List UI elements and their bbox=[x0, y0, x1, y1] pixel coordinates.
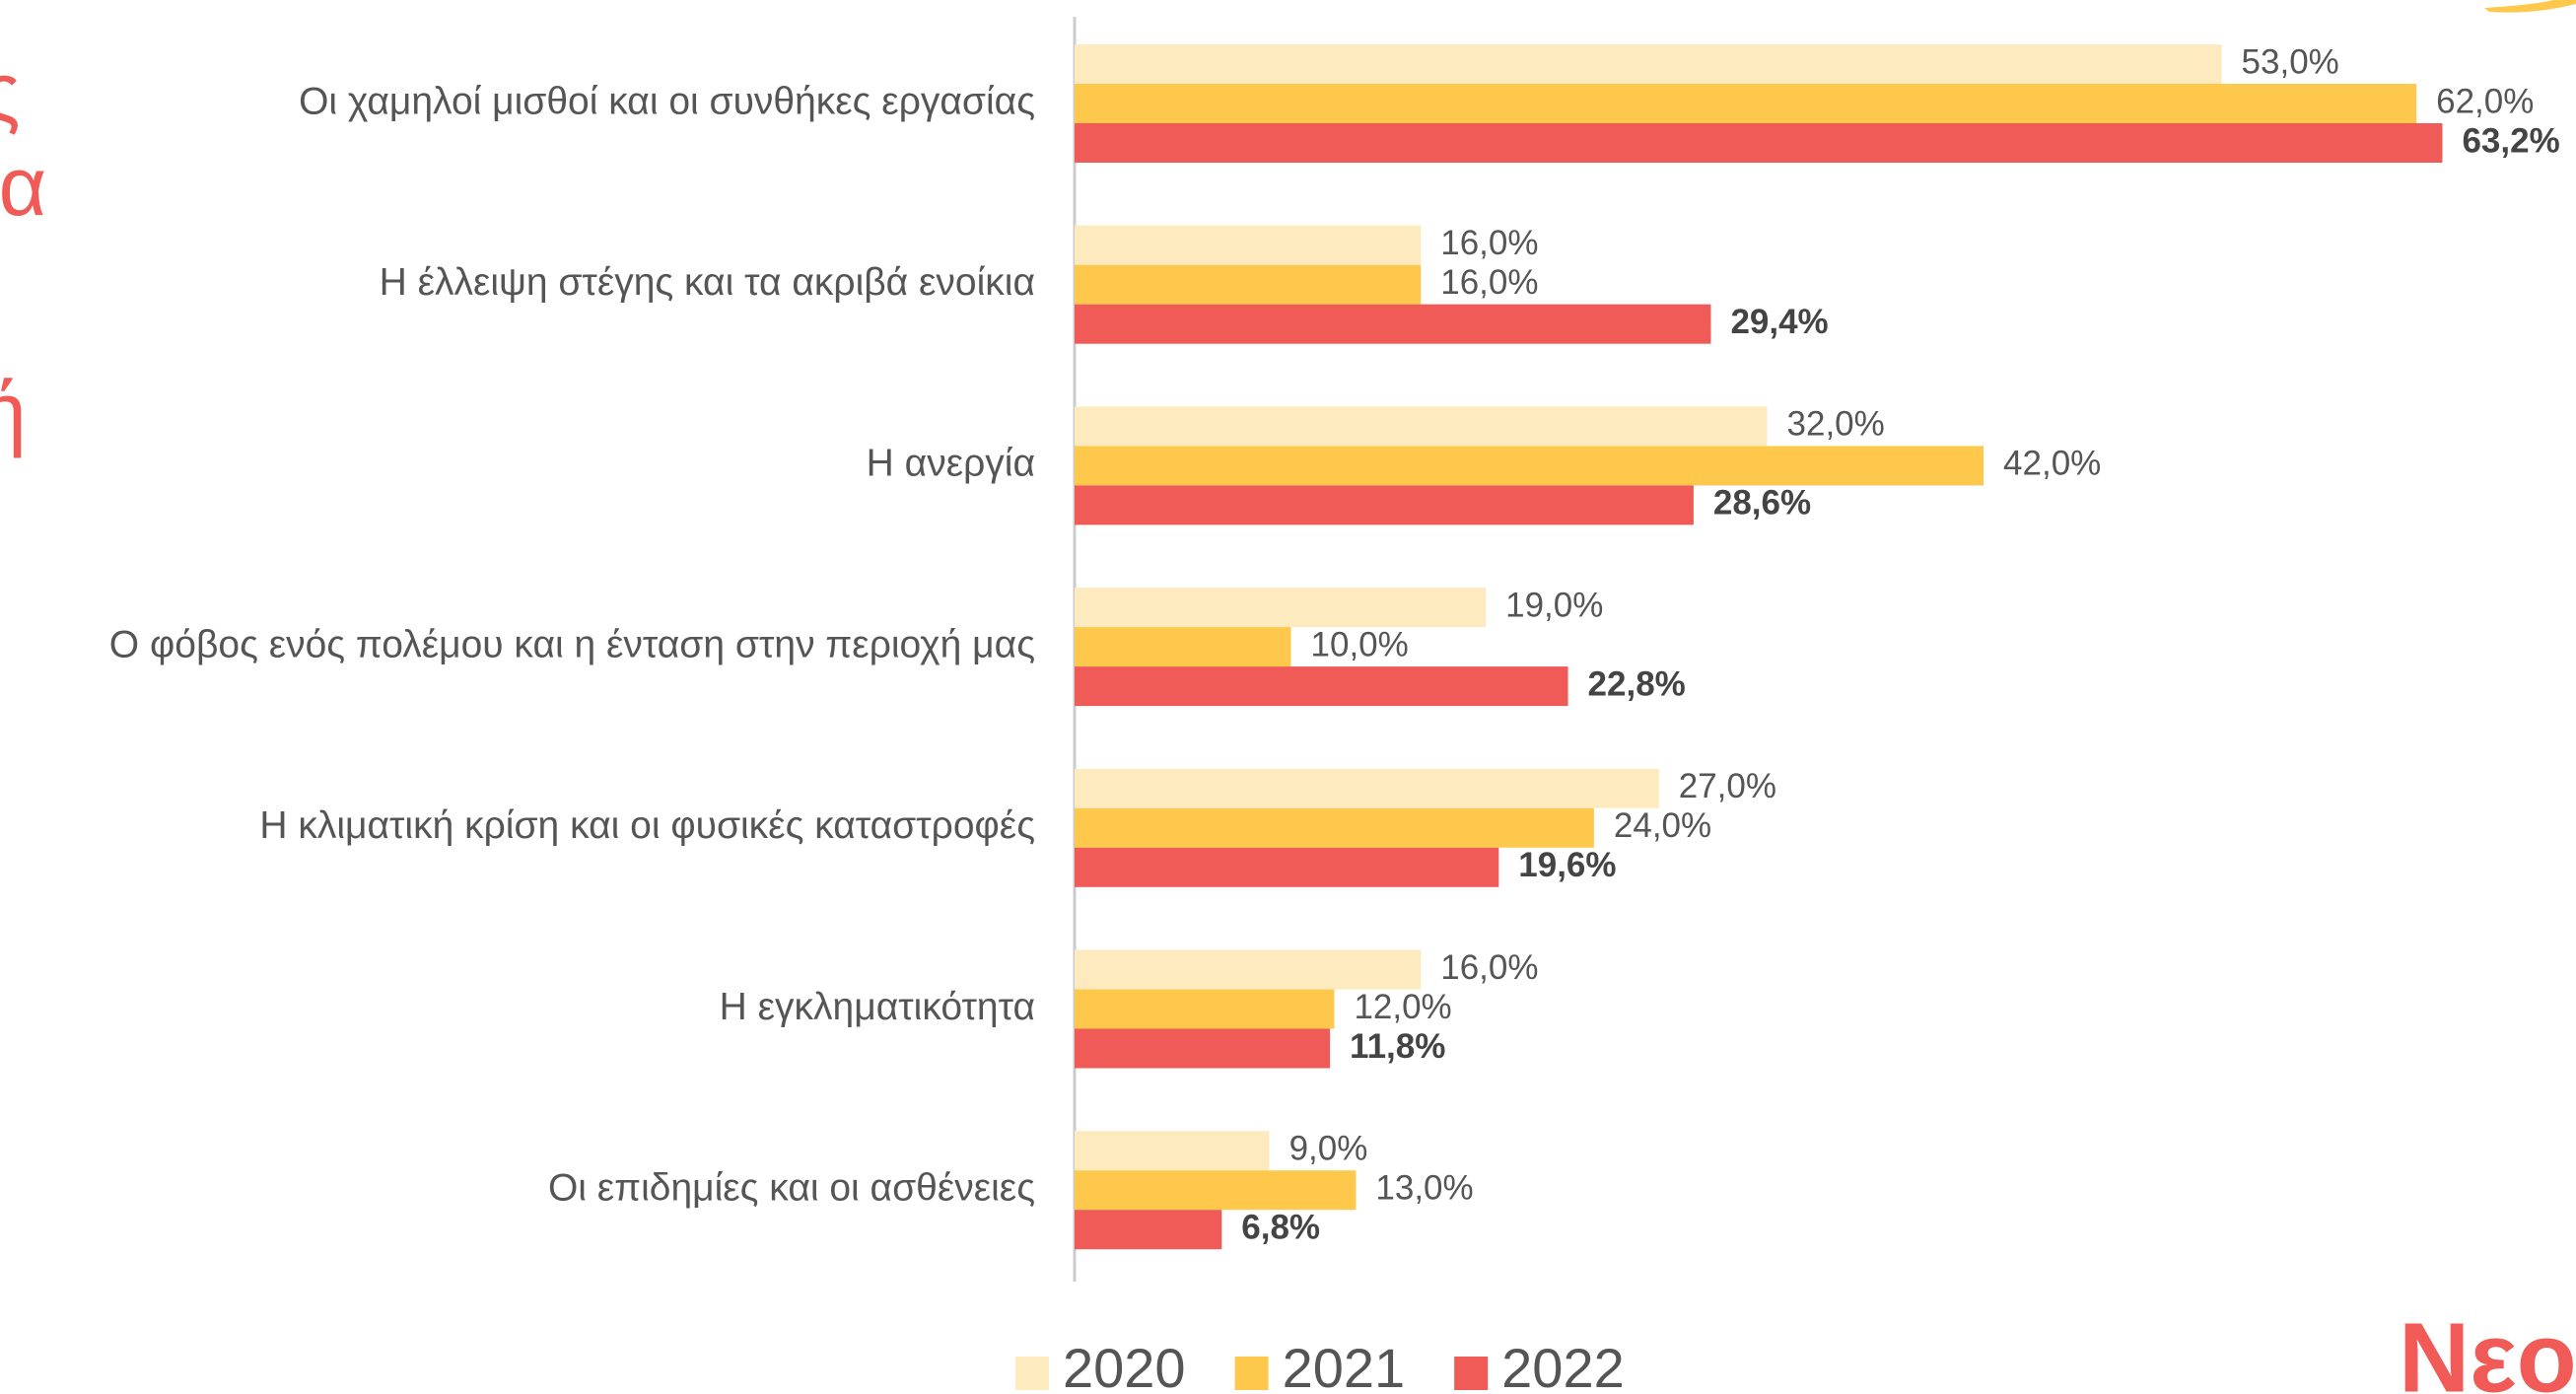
bar bbox=[1075, 485, 1694, 525]
data-label: 22,8% bbox=[1588, 664, 1686, 703]
data-label: 10,0% bbox=[1311, 625, 1409, 663]
bar bbox=[1075, 989, 1335, 1029]
bar bbox=[1075, 264, 1422, 305]
bar bbox=[1075, 847, 1499, 887]
data-label: 19,0% bbox=[1505, 586, 1603, 624]
legend-label: 2020 bbox=[1063, 1337, 1186, 1394]
data-label: 16,0% bbox=[1440, 224, 1538, 262]
bar bbox=[1075, 225, 1422, 265]
category-label: Η έλλειψη στέγης και τα ακριβά ενοίκια bbox=[380, 261, 1035, 304]
bar bbox=[1075, 588, 1487, 628]
side-text: ή bbox=[0, 366, 27, 458]
bar bbox=[1075, 1131, 1270, 1171]
category-label: Η εγκληματικότητα bbox=[720, 986, 1035, 1028]
category-label: Οι επιδημίες και οι ασθένειες bbox=[548, 1166, 1035, 1209]
category-label: Ο φόβος ενός πολέμου και η ένταση στην π… bbox=[109, 623, 1035, 665]
data-label: 13,0% bbox=[1375, 1168, 1473, 1207]
data-label: 24,0% bbox=[1614, 806, 1711, 845]
bar bbox=[1075, 406, 1768, 447]
bar bbox=[1075, 666, 1568, 707]
data-label: 53,0% bbox=[2242, 42, 2339, 81]
data-label: 29,4% bbox=[1730, 303, 1828, 341]
data-label: 28,6% bbox=[1713, 484, 1811, 523]
legend-swatch bbox=[1454, 1357, 1489, 1390]
bar bbox=[1075, 304, 1711, 344]
data-label: 32,0% bbox=[1787, 405, 1885, 444]
bar bbox=[1075, 1028, 1331, 1069]
category-label: Η ανεργία bbox=[867, 443, 1035, 485]
data-label: 27,0% bbox=[1679, 767, 1776, 805]
data-label: 63,2% bbox=[2462, 121, 2559, 160]
side-text: ς bbox=[0, 45, 20, 138]
data-label: 16,0% bbox=[1440, 948, 1538, 987]
bar bbox=[1075, 949, 1422, 990]
bar bbox=[1075, 768, 1659, 808]
data-label: 19,6% bbox=[1518, 846, 1616, 884]
data-label: 42,0% bbox=[2003, 445, 2101, 483]
bar bbox=[1075, 123, 2443, 163]
data-label: 12,0% bbox=[1354, 988, 1451, 1026]
bar bbox=[1075, 627, 1291, 667]
legend-label: 2021 bbox=[1283, 1337, 1406, 1394]
legend-label: 2022 bbox=[1501, 1337, 1625, 1394]
data-label: 6,8% bbox=[1241, 1208, 1320, 1246]
category-label: Οι χαμηλοί μισθοί και οι συνθήκες εργασί… bbox=[299, 80, 1035, 122]
bar bbox=[1075, 44, 2222, 84]
brand: Νεο bbox=[2399, 1302, 2576, 1394]
legend-swatch bbox=[1015, 1357, 1049, 1390]
category-label: Η κλιματική κρίση και οι φυσικές καταστρ… bbox=[259, 804, 1035, 847]
bar bbox=[1075, 1170, 1357, 1211]
legend-swatch bbox=[1234, 1357, 1269, 1390]
decoration bbox=[2484, 0, 2576, 13]
side-text: ια bbox=[0, 140, 46, 233]
data-label: 62,0% bbox=[2436, 82, 2534, 120]
data-label: 9,0% bbox=[1289, 1129, 1368, 1167]
bar bbox=[1075, 1210, 1222, 1250]
bar bbox=[1075, 807, 1594, 848]
bar bbox=[1075, 84, 2417, 123]
data-label: 16,0% bbox=[1440, 263, 1538, 302]
data-label: 11,8% bbox=[1350, 1027, 1445, 1066]
bar bbox=[1075, 446, 1984, 486]
